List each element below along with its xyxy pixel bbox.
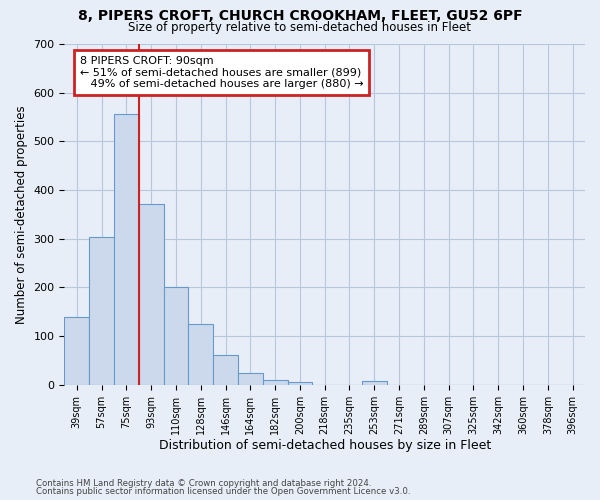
Text: Size of property relative to semi-detached houses in Fleet: Size of property relative to semi-detach… <box>128 22 472 35</box>
Bar <box>188 324 213 385</box>
Bar <box>139 204 164 385</box>
Y-axis label: Number of semi-detached properties: Number of semi-detached properties <box>15 105 28 324</box>
Bar <box>287 382 313 385</box>
Text: 8 PIPERS CROFT: 90sqm
← 51% of semi-detached houses are smaller (899)
   49% of : 8 PIPERS CROFT: 90sqm ← 51% of semi-deta… <box>80 56 364 89</box>
Bar <box>89 238 114 385</box>
Bar <box>213 354 238 385</box>
Text: Contains HM Land Registry data © Crown copyright and database right 2024.: Contains HM Land Registry data © Crown c… <box>36 478 371 488</box>
Text: 8, PIPERS CROFT, CHURCH CROOKHAM, FLEET, GU52 6PF: 8, PIPERS CROFT, CHURCH CROOKHAM, FLEET,… <box>77 9 523 23</box>
X-axis label: Distribution of semi-detached houses by size in Fleet: Distribution of semi-detached houses by … <box>158 440 491 452</box>
Bar <box>362 382 386 385</box>
Bar <box>114 114 139 385</box>
Bar <box>164 288 188 385</box>
Bar <box>263 380 287 385</box>
Text: Contains public sector information licensed under the Open Government Licence v3: Contains public sector information licen… <box>36 487 410 496</box>
Bar <box>238 372 263 385</box>
Bar <box>64 316 89 385</box>
